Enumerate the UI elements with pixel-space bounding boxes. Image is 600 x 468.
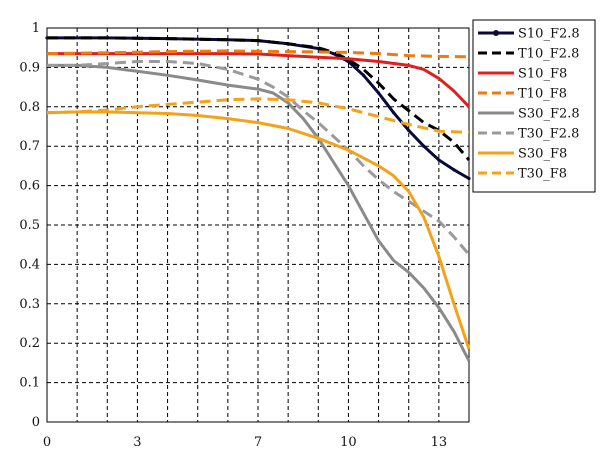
y-tick-label: 0.4 — [19, 257, 40, 272]
legend-label: T30_F8 — [518, 167, 567, 182]
legend-entry: S10_F8 — [478, 67, 567, 82]
legend-entry: S30_F8 — [478, 147, 567, 162]
series-layer — [45, 36, 471, 362]
series-line-t10-f8 — [46, 49, 470, 59]
legend-entry: S10_F2.8 — [478, 27, 580, 42]
series-point — [361, 73, 366, 77]
legend-label: T10_F2.8 — [518, 47, 579, 62]
x-tick-label: 13 — [431, 435, 448, 450]
series-line-s30-f8 — [46, 110, 471, 350]
series-line-t10-f2-8 — [47, 36, 471, 161]
axis-labels: 00.10.20.30.40.50.60.70.80.910 3 7 10 13 — [19, 21, 447, 450]
series-point — [392, 111, 396, 115]
legend-box — [472, 19, 596, 193]
legend-label: T10_F8 — [518, 87, 567, 102]
legend-entry: T10_F2.8 — [478, 47, 579, 62]
series-point — [376, 91, 381, 95]
y-tick-label: 0.9 — [19, 60, 40, 75]
series-line-s30-f2-8 — [47, 63, 471, 362]
series-line-t30-f8 — [46, 97, 470, 134]
legend-label: T30_F2.8 — [518, 127, 579, 142]
series-point — [467, 176, 471, 181]
legend-label: S30_F2.8 — [518, 107, 580, 122]
plot-area-frame — [46, 27, 470, 423]
y-tick-label: 0 — [32, 415, 40, 430]
y-tick-label: 0.7 — [19, 139, 40, 154]
series-point — [422, 144, 426, 148]
y-tick-label: 0.1 — [19, 376, 40, 391]
series-point — [437, 158, 441, 162]
x-tick-label: 3 — [133, 435, 141, 450]
x-tick-label: 0 — [43, 435, 51, 450]
legend-label: S30_F8 — [518, 147, 567, 162]
legend-marker — [493, 30, 499, 36]
legend-entry: T30_F8 — [478, 167, 567, 182]
y-tick-label: 0.5 — [19, 218, 40, 233]
y-tick-label: 0.2 — [19, 336, 40, 351]
grid — [47, 28, 469, 422]
series-point — [346, 59, 351, 64]
legend: S10_F2.8 T10_F2.8 S10_F8 T10_F8 S30_F2.8 T30_… — [472, 19, 596, 193]
legend-label: S10_F8 — [518, 67, 567, 82]
legend-entry: T10_F8 — [478, 87, 567, 102]
series-point — [452, 168, 456, 172]
y-tick-label: 0.8 — [19, 100, 40, 115]
x-tick-label: 7 — [254, 435, 262, 450]
y-tick-label: 0.3 — [19, 297, 40, 312]
series-line-s10-f8 — [47, 52, 471, 108]
series-point — [407, 128, 411, 133]
x-tick-label: 10 — [340, 435, 357, 450]
y-tick-label: 0.6 — [19, 179, 40, 194]
legend-entry: S30_F2.8 — [478, 107, 580, 122]
y-tick-label: 1 — [32, 21, 40, 36]
legend-entry: T30_F2.8 — [478, 127, 579, 142]
legend-label: S10_F2.8 — [518, 27, 580, 42]
